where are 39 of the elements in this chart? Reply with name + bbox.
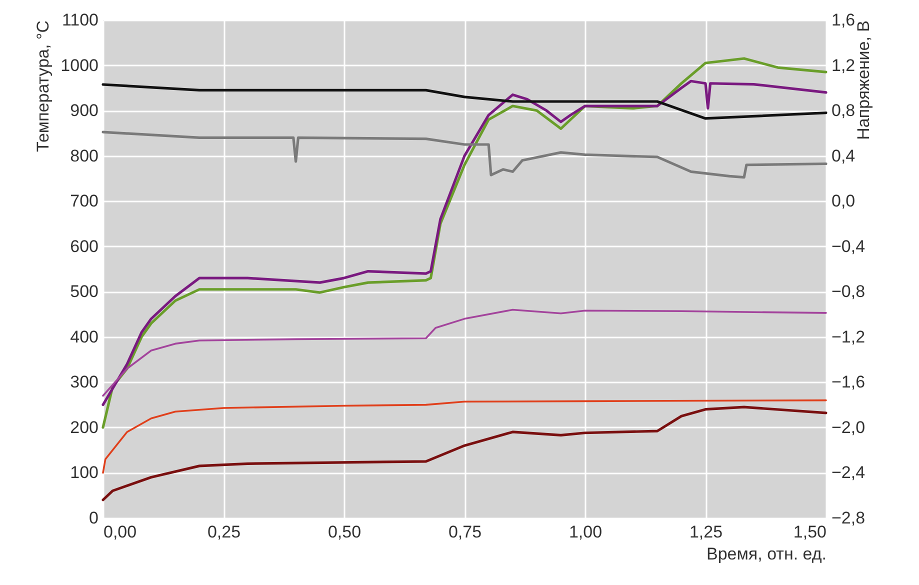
x-tick-label: 1,50 <box>793 522 826 542</box>
y-tick-label: 500 <box>70 282 98 302</box>
y-tick-label: 600 <box>70 236 98 256</box>
y2-tick-label: −0,8 <box>832 282 866 302</box>
x-tick-label: 1,00 <box>568 522 602 542</box>
y-tick-label: 1100 <box>62 10 98 30</box>
x-tick-label: 0,75 <box>448 522 482 542</box>
y2-tick-label: −2,0 <box>832 418 866 437</box>
x-tick-label: 0,00 <box>104 522 137 542</box>
y-tick-label: 800 <box>70 146 98 166</box>
y2-tick-label: −2,8 <box>832 508 866 528</box>
y-tick-label: 200 <box>70 418 98 437</box>
y2-tick-label: 1,2 <box>832 56 856 75</box>
y2-tick-label: 1,6 <box>832 10 856 30</box>
y2-axis-title: Напряжение, В <box>854 20 874 140</box>
y2-tick-label: −1,2 <box>832 327 866 346</box>
x-axis-title: Время, отн. ед. <box>706 544 826 564</box>
line-series <box>102 130 828 179</box>
line-series <box>102 406 828 502</box>
y2-tick-label: 0,8 <box>832 101 856 120</box>
y-tick-label: 400 <box>70 327 98 346</box>
y-tick-label: 1000 <box>60 56 98 75</box>
y2-tick-label: 0,4 <box>832 146 856 166</box>
y-tick-label: 300 <box>70 372 98 392</box>
y-tick-label: 100 <box>70 463 98 482</box>
x-tick-label: 0,50 <box>328 522 362 542</box>
y2-tick-label: −2,4 <box>832 463 866 482</box>
y2-tick-label: 0,0 <box>832 192 856 211</box>
y-tick-label: 0 <box>89 508 98 528</box>
line-series <box>102 83 828 120</box>
x-tick-label: 1,25 <box>689 522 723 542</box>
x-tick-label: 0,25 <box>207 522 241 542</box>
y2-tick-label: −0,4 <box>832 236 866 256</box>
y-tick-label: 700 <box>70 192 98 211</box>
y-axis-title: Температура, °C <box>34 20 53 152</box>
y2-tick-label: −1,6 <box>832 372 866 392</box>
line-series <box>102 308 827 397</box>
line-series <box>102 399 827 474</box>
y-tick-label: 900 <box>70 101 98 120</box>
